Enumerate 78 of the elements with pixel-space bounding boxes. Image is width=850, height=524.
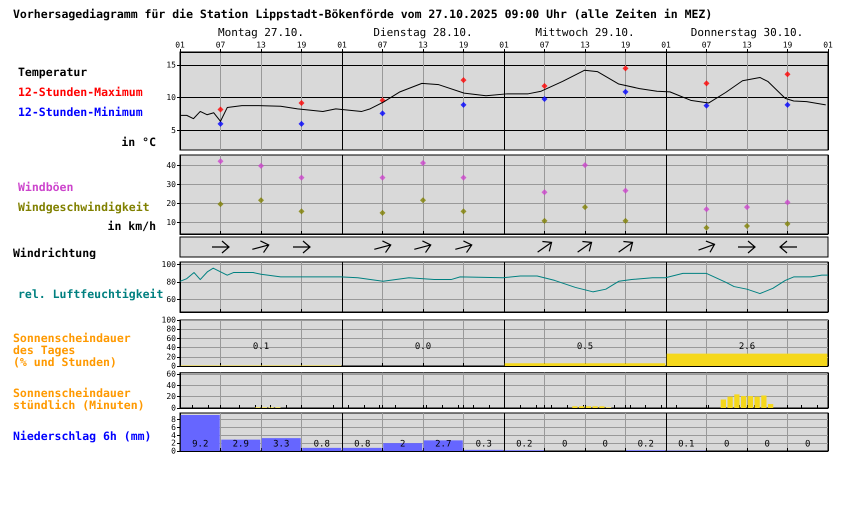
y-tick-label: 0 (171, 404, 176, 412)
x2-tick-label: Mittwoch 29.10. (535, 26, 635, 39)
x-tick-label: 01 (175, 40, 185, 50)
x-tick-label: 01 (661, 40, 671, 50)
data-label: 0 (805, 440, 810, 450)
data-label: 0.8 (354, 440, 370, 450)
annotation: 0.5 (576, 342, 594, 352)
text: 12-Stunden-Minimum (18, 105, 143, 119)
data-label: 2.7 (435, 440, 452, 450)
y-tick-label: 100 (162, 316, 176, 324)
y-tick-label: 100 (162, 260, 176, 270)
y-tick-label: 5 (171, 126, 176, 135)
text: 12-Stunden-Maximum (18, 85, 143, 99)
y-tick-label: 20 (166, 392, 176, 402)
data-label: 0 (602, 440, 608, 450)
y-tick-label: 40 (166, 343, 176, 352)
chart-title: Vorhersagediagramm für die Station Lippstadt-Bökenförde vom 27.10.2025 09:00 Uhr (alle Zeiten in MEZ) (13, 7, 712, 21)
annotation: 0.0 (414, 342, 432, 352)
y-axis-title: in °C (121, 135, 156, 149)
x-tick-label: 13 (256, 40, 266, 50)
text: Windböen (18, 180, 74, 194)
series-label: rel. Luftfeuchtigkeit (18, 287, 164, 301)
y-tick-label: 20 (166, 352, 176, 362)
y-tick-label: 6 (171, 422, 176, 432)
annotation: 0.1 (252, 342, 270, 352)
data-label: 0 (724, 440, 730, 450)
y-tick-label: 0 (171, 446, 176, 456)
y-tick-label: 20 (166, 199, 176, 208)
x-tick-label: 19 (620, 40, 630, 50)
x2-tick-label: Montag 27.10. (218, 26, 304, 39)
text: Sonnenscheindauer des Tages (% und Stunden) (13, 331, 131, 369)
data-label: 0.3 (476, 440, 492, 450)
data-label: 2.9 (232, 440, 249, 450)
x-tick-label: 07 (540, 40, 550, 50)
x-tick-label: 01 (337, 40, 347, 50)
x-tick-label: 13 (580, 40, 590, 50)
data-label: 3.3 (273, 440, 290, 450)
x-tick-label: 01 (823, 40, 833, 50)
y-tick-label: 80 (166, 324, 176, 334)
x2-tick-label: Donnerstag 30.10. (690, 26, 804, 39)
x-tick-label: 13 (418, 40, 428, 50)
x-tick-label: 19 (458, 40, 468, 50)
y-tick-label: 4 (171, 430, 176, 440)
y-tick-label: 40 (166, 380, 176, 390)
y-tick-label: 2 (171, 438, 176, 448)
text: Temperatur (18, 65, 88, 79)
x-tick-label: 07 (378, 40, 388, 50)
x-tick-label: 01 (499, 40, 509, 50)
data-label: 0.2 (638, 440, 654, 450)
annotation: 2.6 (738, 342, 756, 352)
data-label: 2 (400, 440, 406, 450)
y-tick-label: 60 (166, 369, 176, 378)
y-tick-label: 60 (166, 295, 176, 304)
data-label: 0.1 (678, 440, 694, 450)
y-axis-title: in km/h (108, 219, 156, 233)
text: Sonnenscheindauer stündlich (Minuten) (13, 386, 145, 412)
x2-tick-label: Dienstag 28.10. (373, 26, 473, 39)
data-label: 0 (562, 440, 568, 450)
y-tick-label: 8 (171, 415, 176, 424)
x-tick-label: 13 (742, 40, 752, 50)
y-tick-label: 0 (171, 362, 176, 370)
x-tick-label: 07 (216, 40, 226, 50)
y-tick-label: 40 (166, 160, 176, 170)
text: Windgeschwindigkeit (18, 200, 150, 214)
y-tick-label: 10 (166, 218, 176, 228)
y-tick-label: 10 (166, 93, 176, 102)
data-label: 0.8 (314, 440, 330, 450)
y-tick-label: 30 (166, 180, 176, 190)
y-tick-label: 15 (166, 60, 176, 70)
data-label: 9.2 (192, 440, 208, 450)
x-tick-label: 19 (296, 40, 306, 50)
y-tick-label: 60 (166, 334, 176, 343)
text: Niederschlag 6h (mm) (13, 429, 152, 443)
y-tick-label: 80 (166, 278, 176, 287)
x-tick-label: 19 (782, 40, 792, 50)
data-label: 0 (764, 440, 770, 450)
x-tick-label: 07 (702, 40, 712, 50)
data-label: 0.2 (516, 440, 532, 450)
